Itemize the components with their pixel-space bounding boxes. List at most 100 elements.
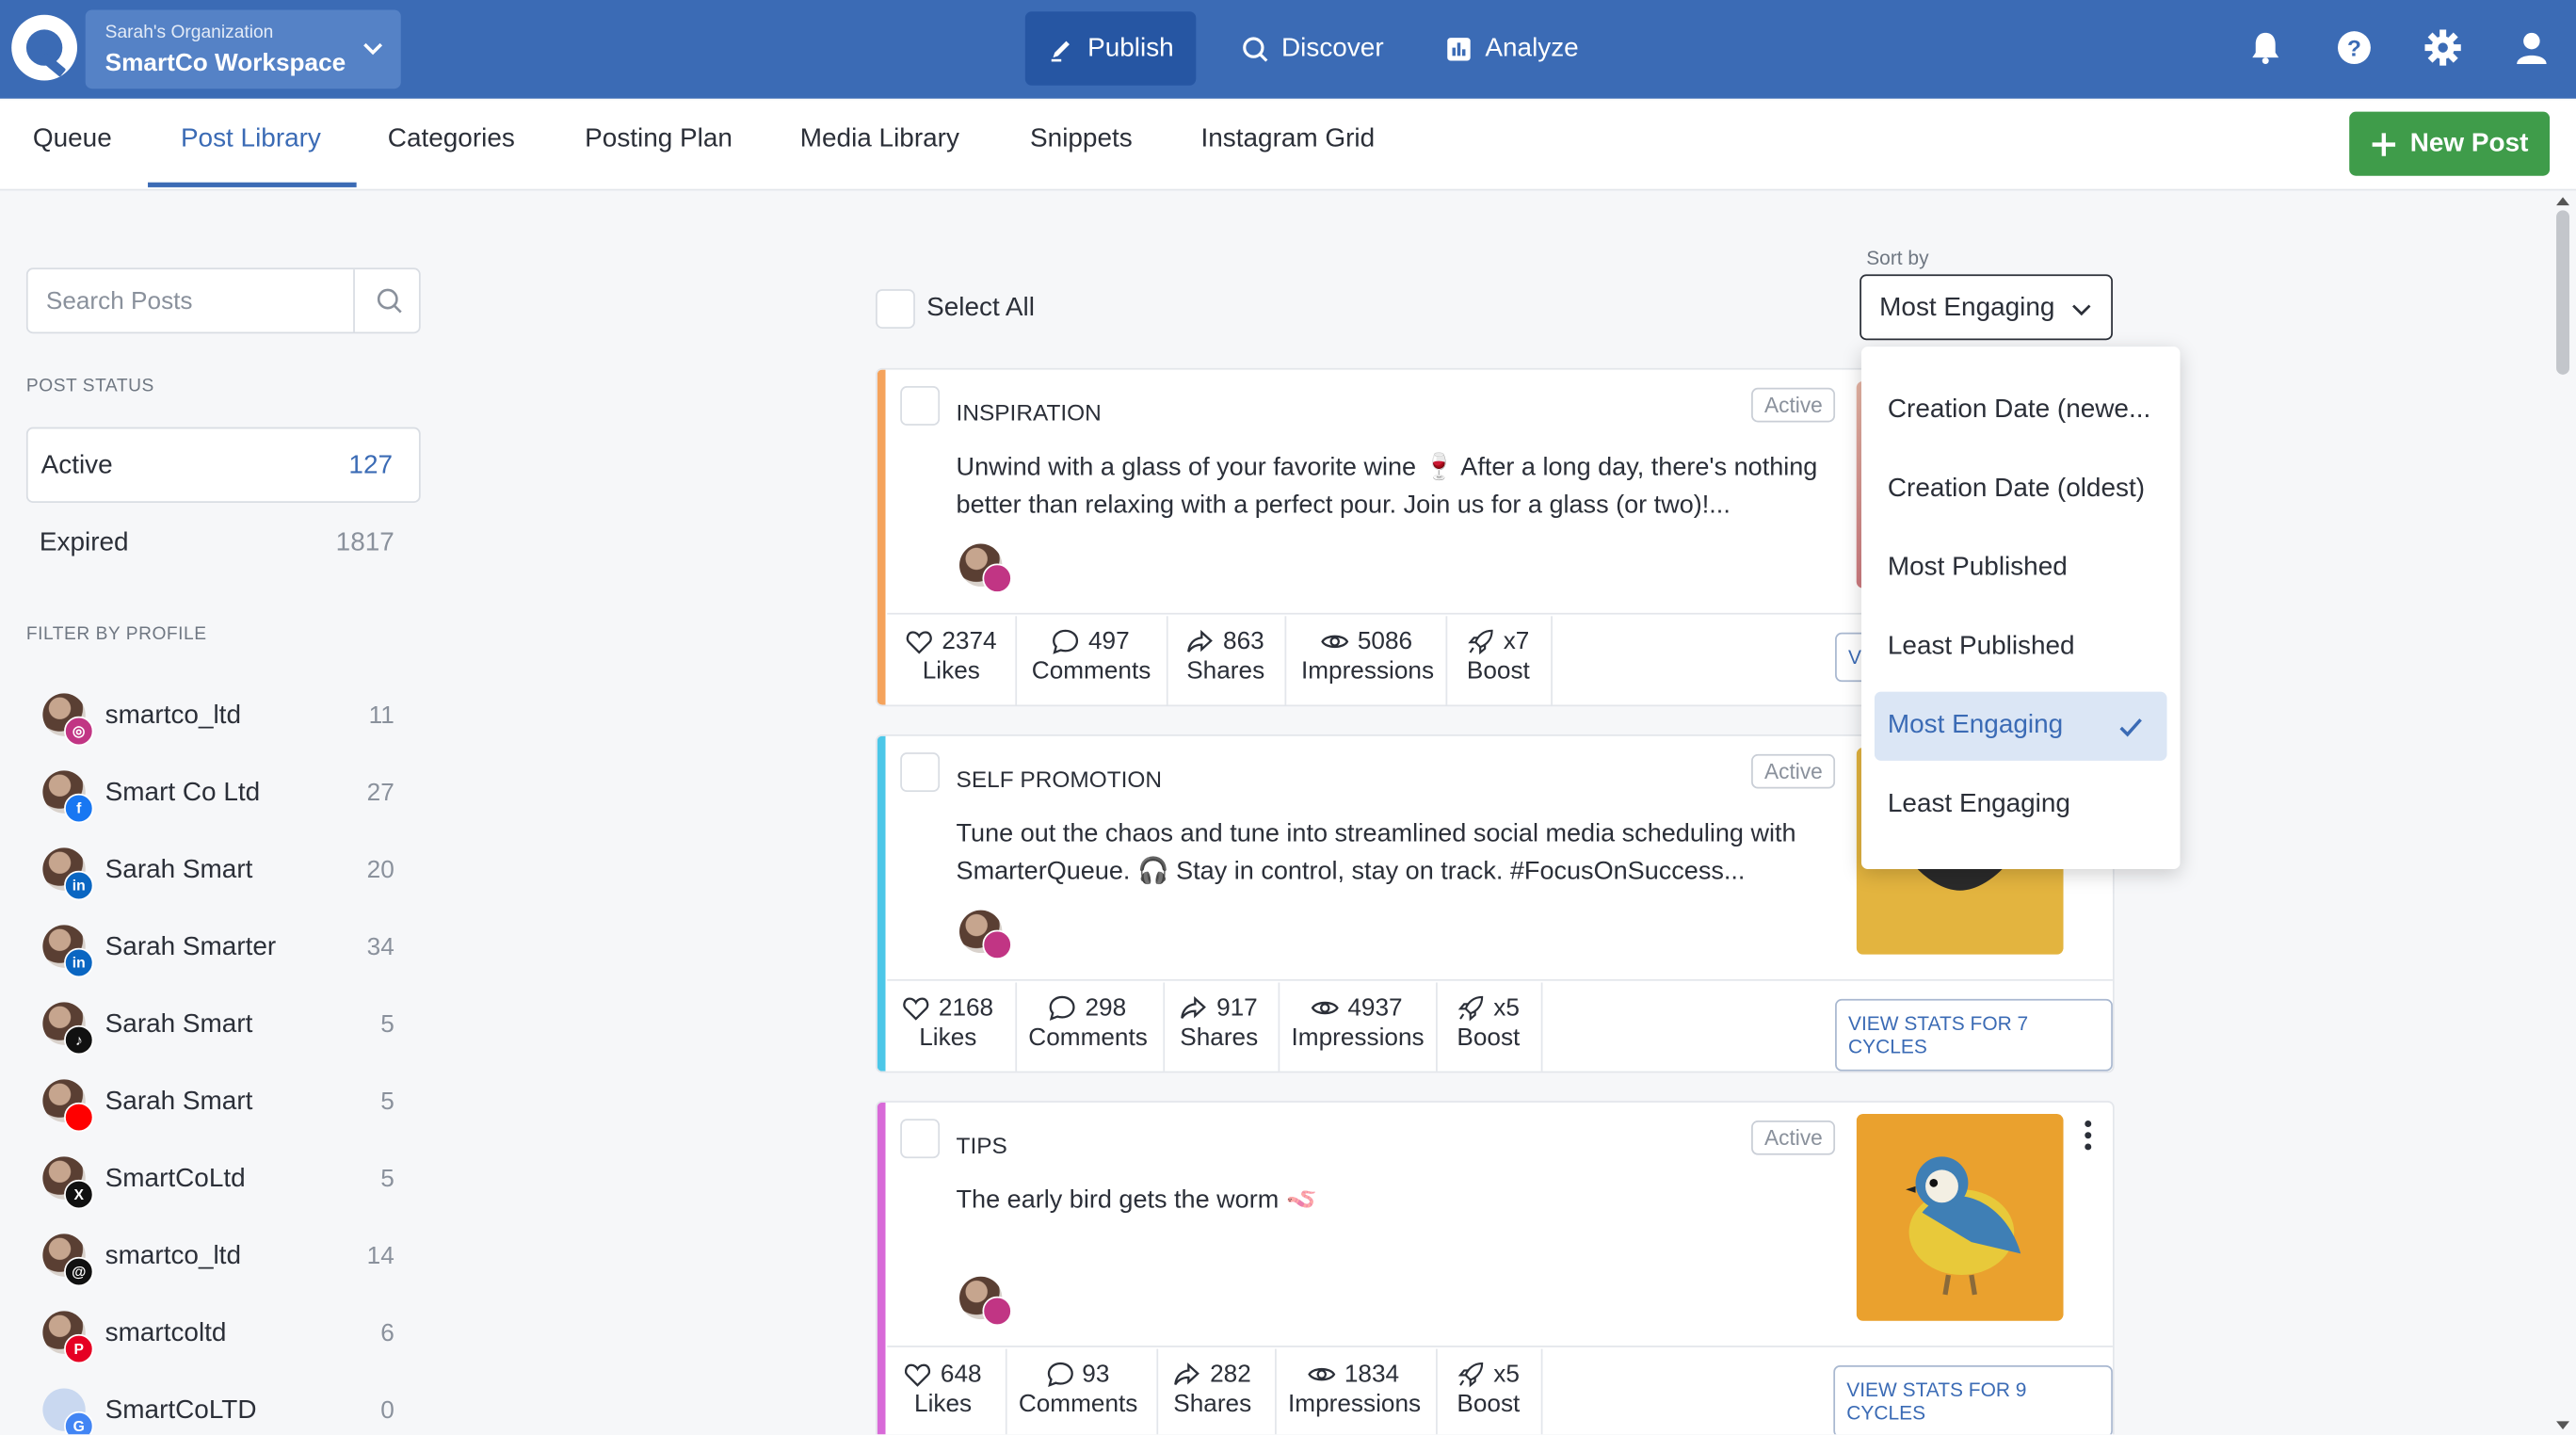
likes-label: Likes — [922, 656, 980, 685]
likes-stat: 2168 Likes — [900, 994, 995, 1052]
profile-filter-item[interactable]: P smartcoltd 6 — [40, 1308, 394, 1364]
likes-stat: 2374 Likes — [904, 628, 999, 685]
profile-filter-item[interactable]: f Smart Co Ltd 27 — [40, 767, 394, 824]
post-text[interactable]: The early bird gets the worm 🪱 — [956, 1185, 1318, 1215]
profile-name: Sarah Smart — [105, 1088, 253, 1116]
category-stripe — [877, 369, 886, 705]
sort-by-select[interactable]: Most Engaging — [1860, 274, 2113, 341]
more-options-icon[interactable] — [2084, 1119, 2093, 1152]
scroll-up-icon[interactable] — [2554, 194, 2570, 207]
help-icon[interactable]: ? — [2336, 29, 2372, 65]
threads-icon: @ — [64, 1256, 94, 1287]
tab-queue[interactable]: Queue — [32, 124, 112, 153]
nav-publish[interactable]: Publish — [1024, 11, 1198, 86]
shares-count: 282 — [1210, 1360, 1251, 1389]
post-text[interactable]: Unwind with a glass of your favorite win… — [956, 453, 1818, 520]
post-checkbox[interactable] — [900, 386, 941, 426]
gear-icon[interactable] — [2424, 29, 2461, 66]
nav-analyze[interactable]: Analyze — [1423, 11, 1602, 86]
tiktok-icon: ♪ — [64, 1024, 94, 1056]
profile-filter-item[interactable]: G SmartCoLTD 0 — [40, 1385, 394, 1435]
linkedin-icon: in — [64, 947, 94, 978]
nav-publish-label: Publish — [1087, 33, 1174, 62]
impressions-stat: 4937 Impressions — [1291, 993, 1424, 1052]
scrollbar-thumb[interactable] — [2556, 210, 2570, 375]
profile-filter-item[interactable]: Sarah Smart 5 — [40, 1076, 394, 1133]
shares-label: Shares — [1173, 1390, 1252, 1418]
workspace-switcher[interactable]: Sarah's Organization SmartCo Workspace — [85, 9, 401, 89]
sort-option-newest[interactable]: Creation Date (newe... — [1875, 377, 2167, 445]
tab-categories[interactable]: Categories — [387, 124, 515, 153]
tab-post-library[interactable]: Post Library — [180, 124, 321, 153]
comment-icon — [1050, 995, 1076, 1021]
share-icon — [1175, 1362, 1200, 1385]
instagram-icon: ◎ — [64, 716, 94, 747]
post-status-heading: POST STATUS — [25, 376, 154, 396]
tab-media-library[interactable]: Media Library — [799, 124, 959, 153]
likes-label: Likes — [919, 1024, 977, 1052]
profile-filter-item[interactable]: ◎ smartco_ltd 11 — [40, 690, 394, 747]
status-filter-expired[interactable]: Expired 1817 — [26, 506, 421, 581]
sort-option-most-published[interactable]: Most Published — [1875, 534, 2167, 603]
profile-filter-item[interactable]: in Sarah Smarter 34 — [40, 922, 394, 978]
select-all-checkbox[interactable] — [876, 289, 915, 329]
pinterest-icon: P — [64, 1333, 94, 1364]
shares-label: Shares — [1180, 1024, 1259, 1052]
shares-count: 863 — [1223, 627, 1264, 656]
nav-discover[interactable]: Discover — [1219, 11, 1407, 86]
view-stats-button[interactable]: VIEW STATS FOR 9 CYCLES — [1833, 1365, 2113, 1435]
nav-discover-label: Discover — [1281, 33, 1384, 62]
profile-filter-item[interactable]: ♪ Sarah Smart 5 — [40, 999, 394, 1056]
bell-icon[interactable] — [2247, 29, 2283, 65]
new-post-button[interactable]: New Post — [2349, 111, 2551, 176]
profile-filter-item[interactable]: X SmartCoLtd 5 — [40, 1153, 394, 1210]
profile-name: smartcoltd — [105, 1319, 227, 1347]
post-text[interactable]: Tune out the chaos and tune into streaml… — [956, 819, 1796, 886]
post-checkbox[interactable] — [900, 752, 941, 793]
status-count: 1817 — [335, 528, 394, 557]
stat-divider — [1436, 1348, 1438, 1435]
status-filter-active[interactable]: Active 127 — [25, 427, 421, 503]
profile-count: 0 — [380, 1396, 394, 1425]
divider — [887, 1346, 2113, 1347]
impressions-label: Impressions — [1300, 656, 1435, 685]
eye-icon — [1308, 1367, 1336, 1381]
sort-option-oldest[interactable]: Creation Date (oldest) — [1875, 455, 2167, 524]
search-input[interactable]: Search Posts — [45, 287, 193, 316]
sort-by-label: Sort by — [1866, 246, 1929, 270]
boost-label: Boost — [1466, 656, 1530, 685]
shares-stat: 917 Shares — [1176, 994, 1262, 1052]
stat-divider — [1445, 616, 1448, 705]
plus-icon — [2372, 132, 2396, 155]
heart-icon — [905, 1363, 931, 1387]
profile-filter-item[interactable]: @ smartco_ltd 14 — [40, 1231, 394, 1287]
view-stats-button[interactable]: VIEW STATS FOR 7 CYCLES — [1835, 998, 2113, 1072]
profile-filter-item[interactable]: in Sarah Smart 20 — [40, 845, 394, 901]
stat-divider — [1540, 1348, 1543, 1435]
profile-name: SmartCoLTD — [105, 1396, 257, 1425]
impressions-stat: 5086 Impressions — [1300, 628, 1435, 685]
sort-option-least-engaging[interactable]: Least Engaging — [1875, 770, 2167, 839]
stat-divider — [1156, 1348, 1159, 1435]
scroll-down-icon[interactable] — [2554, 1420, 2570, 1433]
search-icon[interactable] — [377, 287, 403, 314]
post-checkbox[interactable] — [900, 1119, 941, 1159]
impressions-label: Impressions — [1288, 1390, 1422, 1418]
youtube-icon — [64, 1102, 94, 1133]
tab-instagram-grid[interactable]: Instagram Grid — [1200, 124, 1376, 153]
heart-icon — [903, 997, 929, 1021]
search-posts-field[interactable]: Search Posts — [25, 267, 421, 334]
sub-navigation: Queue Post Library Categories Posting Pl… — [0, 100, 2576, 191]
sort-option-label: Creation Date (oldest) — [1887, 475, 2145, 503]
search-divider — [353, 269, 355, 332]
app-logo[interactable] — [9, 13, 78, 82]
post-image[interactable] — [1856, 1114, 2064, 1321]
tab-snippets[interactable]: Snippets — [1030, 124, 1133, 153]
tab-posting-plan[interactable]: Posting Plan — [585, 124, 733, 153]
impressions-count: 4937 — [1347, 993, 1403, 1023]
user-icon[interactable] — [2514, 29, 2550, 65]
sort-option-most-engaging[interactable]: Most Engaging — [1874, 691, 2167, 761]
post-card[interactable]: TIPS Active The early bird gets the worm… — [876, 1101, 2115, 1435]
sort-option-least-published[interactable]: Least Published — [1875, 613, 2167, 682]
select-all-label[interactable]: Select All — [926, 294, 1035, 323]
